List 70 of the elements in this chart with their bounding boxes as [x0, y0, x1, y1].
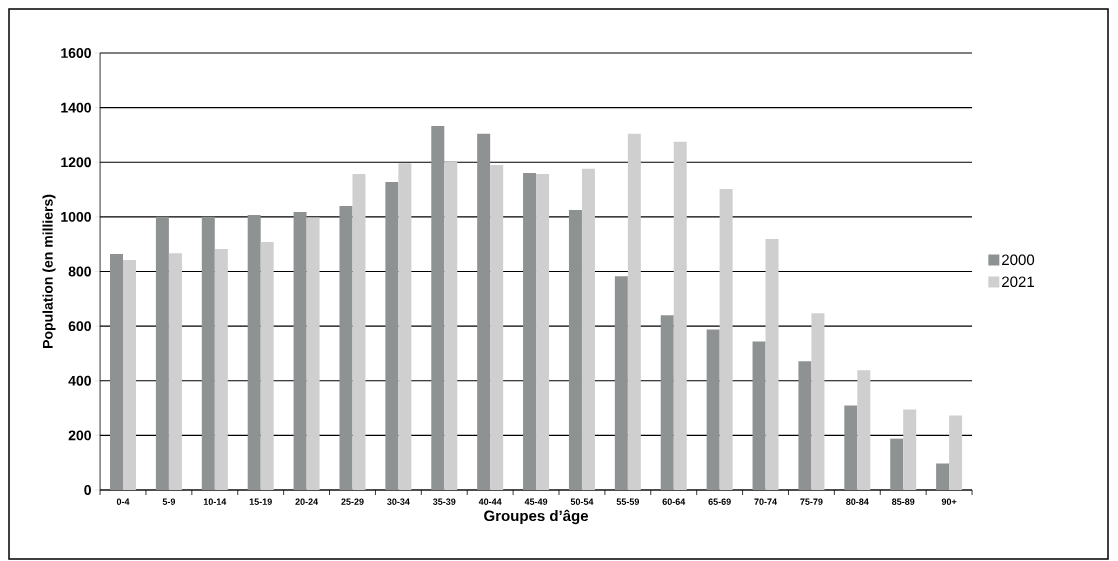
bar: [398, 163, 412, 490]
bar: [523, 172, 537, 490]
x-axis-title: Groupes d’âge: [484, 509, 589, 525]
x-tick-label: 5-9: [162, 498, 176, 505]
bar: [673, 141, 687, 490]
bar: [352, 173, 366, 490]
x-tick-label: 15-19: [249, 498, 272, 505]
bar: [339, 205, 353, 490]
bar: [660, 315, 674, 490]
y-tick-label: 1200: [61, 157, 91, 168]
bar: [385, 181, 399, 490]
y-axis-title: Population (en milliers): [42, 194, 56, 348]
bar: [568, 210, 582, 490]
y-tick-label: 1400: [61, 102, 91, 113]
x-tick-label: 90+: [941, 498, 957, 505]
bar: [844, 405, 858, 490]
x-tick-label: 0-4: [116, 498, 130, 505]
legend-label: 2000: [1002, 254, 1035, 266]
bar: [477, 133, 491, 490]
bar: [936, 463, 950, 490]
bar: [903, 409, 917, 490]
bar: [581, 168, 595, 490]
x-tick-label: 40-44: [478, 498, 502, 505]
y-tick-label: 600: [68, 321, 91, 332]
bar: [949, 415, 963, 490]
bar: [752, 341, 766, 490]
bar: [614, 276, 628, 490]
bar: [168, 253, 182, 490]
bar: [627, 133, 641, 490]
x-tick-label: 55-59: [616, 498, 640, 505]
x-tick-label: 45-49: [524, 498, 548, 505]
bar: [247, 214, 261, 490]
bar: [798, 361, 812, 490]
bar: [293, 211, 307, 490]
y-tick-label: 200: [68, 430, 91, 441]
y-tick-label: 0: [84, 485, 91, 495]
bar: [490, 164, 504, 490]
x-tick-label: 20-24: [295, 498, 319, 505]
x-tick-label: 65-69: [708, 498, 731, 505]
x-tick-label: 80-84: [846, 498, 869, 505]
y-tick-label: 400: [68, 375, 91, 386]
bar: [811, 313, 825, 490]
bar: [201, 216, 215, 490]
x-tick-label: 75-79: [800, 498, 823, 505]
x-tick-label: 30-34: [387, 498, 410, 505]
bar: [890, 438, 904, 490]
bar: [431, 125, 445, 490]
x-tick-label: 70-74: [754, 498, 777, 505]
bar: [706, 329, 720, 490]
bar: [306, 217, 320, 490]
bar: [857, 370, 871, 490]
legend-label: 2021: [1002, 276, 1034, 288]
bar: [214, 249, 228, 490]
x-tick-label: 60-64: [662, 498, 686, 505]
x-tick-label: 10-14: [203, 498, 227, 505]
x-tick-label: 50-54: [570, 498, 594, 505]
bar: [765, 238, 779, 490]
bar: [444, 161, 458, 490]
bar: [123, 260, 137, 490]
x-tick-label: 85-89: [891, 498, 915, 505]
bar: [155, 216, 169, 490]
bar: [536, 173, 550, 490]
y-tick-label: 1000: [61, 211, 91, 222]
bar: [260, 241, 274, 490]
bar: [110, 254, 124, 490]
bar: [719, 189, 733, 490]
y-tick-label: 800: [68, 266, 91, 277]
x-tick-label: 25-29: [341, 498, 364, 505]
x-tick-label: 35-39: [432, 498, 456, 505]
y-tick-label: 1600: [61, 48, 91, 58]
